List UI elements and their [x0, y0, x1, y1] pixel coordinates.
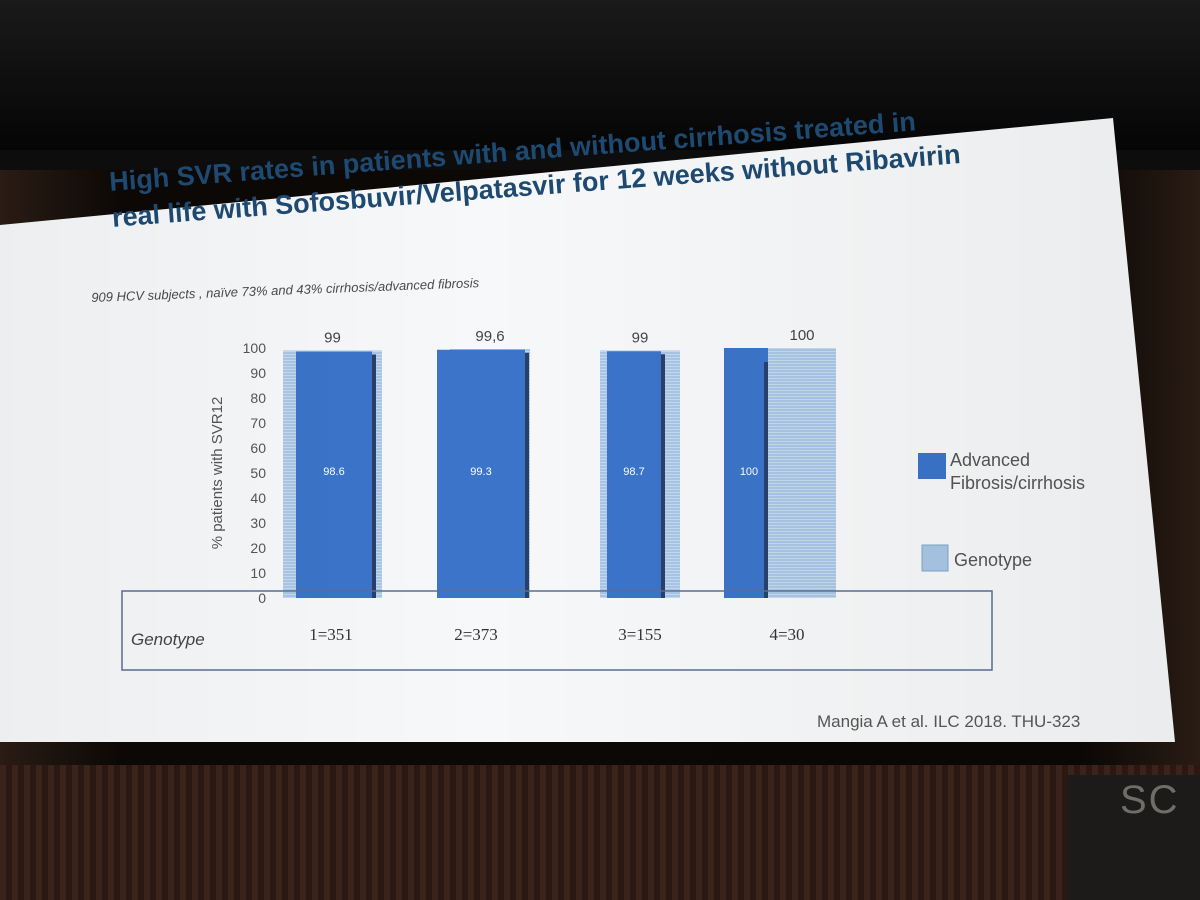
- bar-top-label: 99: [324, 330, 341, 347]
- y-tick-label: 70: [250, 415, 266, 431]
- bar-value-label: 98.6: [323, 466, 344, 478]
- y-tick-label: 50: [250, 465, 266, 481]
- bars: 98.6 99 99.3 99,6 98.7 99 100 100: [283, 327, 836, 598]
- bar-top-label: 100: [789, 327, 814, 344]
- legend-label-genotype: Genotype: [954, 550, 1032, 570]
- y-tick-label: 10: [250, 565, 266, 581]
- legend-label-advanced-line-2: Fibrosis/cirrhosis: [950, 473, 1085, 493]
- bar-value-label: 99.3: [470, 466, 491, 478]
- legend: Advanced Fibrosis/cirrhosis Genotype: [918, 450, 1085, 572]
- bar-top-label: 99: [632, 330, 649, 347]
- citation: Mangia A et al. ILC 2018. THU-323: [817, 712, 1081, 731]
- bar-advanced-fibrosis: [296, 351, 372, 598]
- genotype-row-title: Genotype: [131, 630, 205, 649]
- bar-value-label: 98.7: [623, 466, 644, 478]
- y-tick-label: 90: [250, 365, 266, 381]
- bar-shadow: [525, 352, 529, 598]
- genotype-row-box: [121, 590, 993, 671]
- floor-sign-text: SC: [1120, 778, 1180, 822]
- y-tick-label: 30: [250, 515, 266, 531]
- bar-shadow: [764, 362, 768, 598]
- bar-genotype: [768, 348, 836, 598]
- legend-swatch-genotype: [921, 544, 949, 572]
- y-axis-title: % patients with SVR12: [209, 397, 226, 550]
- bar-shadow: [372, 354, 376, 598]
- bar-advanced-fibrosis: [437, 349, 525, 598]
- y-axis: 0 10 20 30 40 50 60 70 80 90 100 % patients with SV…: [209, 340, 266, 606]
- genotype-category-label: 3=155: [618, 625, 662, 644]
- y-tick-label: 100: [243, 340, 267, 356]
- genotype-category-label: 4=30: [769, 625, 804, 644]
- legend-swatch-advanced: [918, 453, 946, 479]
- genotype-row: Genotype 1=351 2=373 3=155 4=30: [121, 590, 993, 671]
- stage-floor: [0, 765, 1200, 900]
- bar-value-label: 100: [740, 466, 758, 478]
- y-tick-label: 60: [250, 440, 266, 456]
- y-tick-label: 20: [250, 540, 266, 556]
- bar-top-label: 99,6: [475, 328, 504, 345]
- bar-advanced-fibrosis: [607, 351, 661, 598]
- y-tick-label: 0: [258, 590, 266, 606]
- genotype-category-label: 1=351: [309, 625, 353, 644]
- genotype-category-label: 2=373: [454, 625, 498, 644]
- floor-sign: [1068, 775, 1200, 900]
- y-tick-label: 80: [250, 390, 266, 406]
- legend-label-advanced-line-1: Advanced: [950, 450, 1030, 470]
- y-tick-label: 40: [250, 490, 266, 506]
- bar-shadow: [661, 354, 665, 598]
- ceiling: [0, 0, 1200, 150]
